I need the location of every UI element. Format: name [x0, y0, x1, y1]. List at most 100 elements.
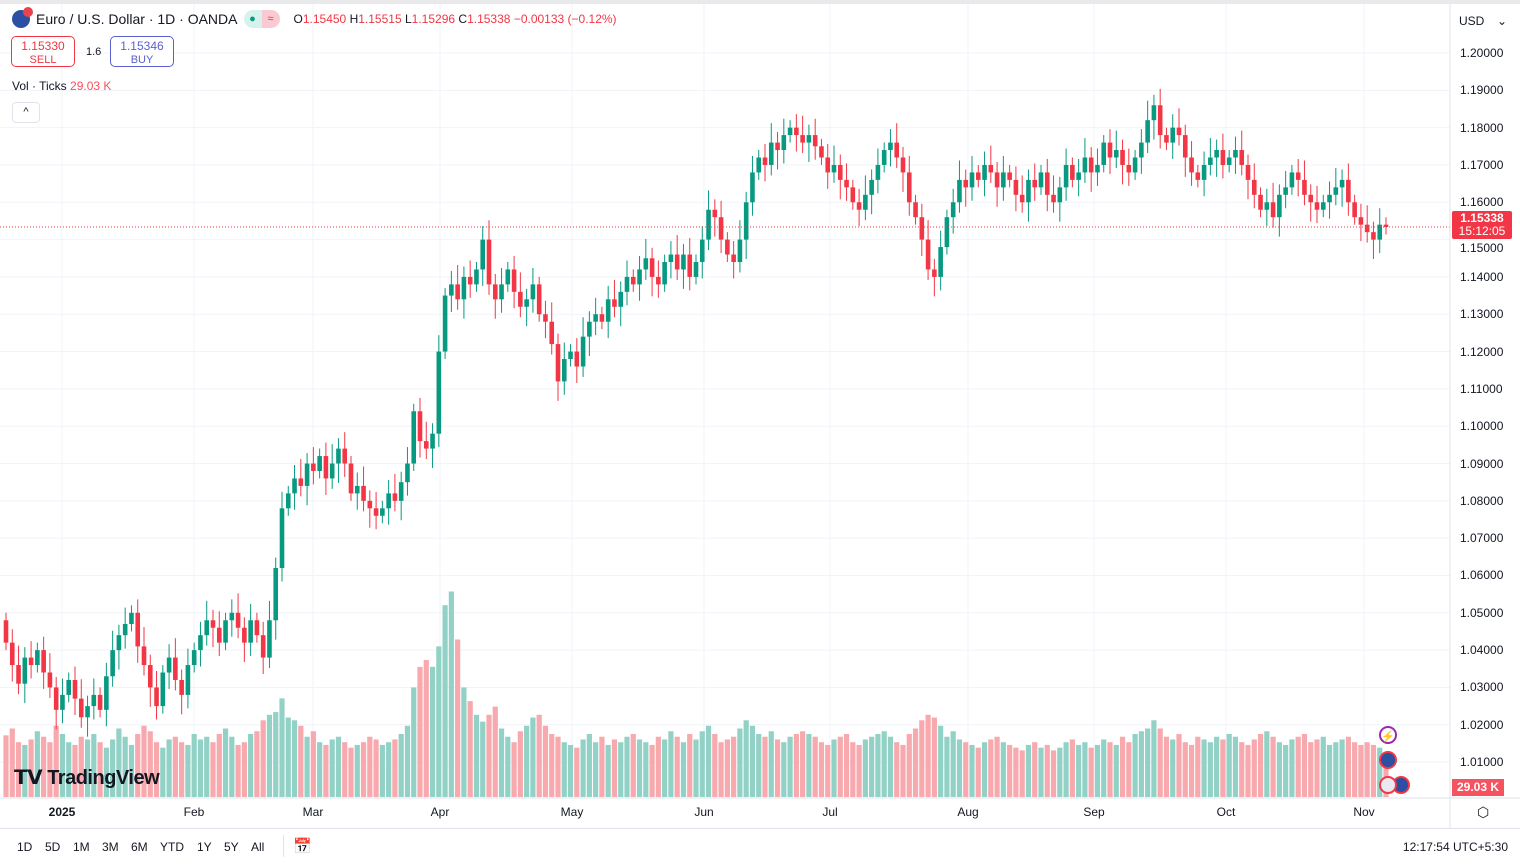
volume-bar: [574, 747, 580, 797]
range-6m[interactable]: 6M: [131, 840, 148, 854]
volume-bar: [1264, 731, 1270, 797]
candle-body: [1208, 157, 1213, 165]
clock[interactable]: 12:17:54 UTC+5:30: [1402, 840, 1508, 854]
y-tick-label: 1.07000: [1460, 531, 1504, 546]
range-1y[interactable]: 1Y: [197, 840, 212, 854]
candle-body: [1057, 187, 1063, 203]
candle-body: [173, 657, 178, 680]
volume-bar: [1283, 744, 1289, 797]
candle-body: [1314, 202, 1320, 210]
flash-event-icon[interactable]: ⚡: [1379, 726, 1397, 744]
candle-body: [336, 448, 341, 464]
range-5y[interactable]: 5Y: [224, 840, 239, 854]
volume-bar: [1126, 742, 1132, 797]
volume-bar: [279, 698, 285, 797]
volume-bar: [1295, 736, 1301, 797]
volume-bar: [944, 736, 950, 797]
candle-body: [411, 411, 417, 464]
range-all[interactable]: All: [251, 840, 265, 854]
x-tick-label: May: [560, 805, 584, 819]
y-tick-label: 1.18000: [1460, 120, 1504, 135]
volume-bar: [266, 714, 273, 797]
candle-body: [348, 463, 354, 494]
volume-bar: [800, 731, 806, 797]
candle-body: [1164, 135, 1169, 143]
eur-event-icon[interactable]: [1379, 751, 1397, 769]
volume-bar: [1038, 747, 1044, 797]
candle-body: [737, 239, 743, 262]
volume-bar: [1157, 728, 1163, 797]
candle-body: [91, 694, 97, 707]
candle-body: [1333, 187, 1339, 195]
approx-icon: ≈: [261, 10, 280, 28]
volume-bar: [806, 733, 812, 797]
range-3m[interactable]: 3M: [102, 840, 119, 854]
volume-bar: [323, 744, 329, 797]
volume-bar: [429, 666, 436, 797]
volume-bar: [731, 736, 737, 797]
candle-body: [449, 284, 454, 296]
volume-bar: [285, 717, 291, 797]
candle-body: [442, 295, 448, 352]
volume-bar: [649, 744, 655, 797]
tradingview-logo[interactable]: 𝗧𝗩 TradingView: [14, 767, 160, 789]
volume-bar: [787, 736, 793, 797]
volume-bar: [254, 731, 260, 797]
volume-bar: [392, 739, 398, 797]
settings-icon[interactable]: ⬡: [1477, 804, 1490, 820]
volume-bar: [404, 725, 411, 797]
symbol-title[interactable]: Euro / U.S. Dollar · 1D · OANDA: [36, 11, 238, 27]
market-status-pill[interactable]: ● ≈: [243, 10, 280, 28]
sell-button[interactable]: 1.15330 SELL: [11, 36, 75, 67]
volume-bar: [448, 591, 454, 797]
volume-bar: [1308, 742, 1314, 797]
volume-bar: [919, 720, 925, 797]
candle-body: [1295, 172, 1301, 180]
volume-bar: [1232, 736, 1239, 797]
date-range-calendar-icon[interactable]: 📅: [293, 838, 312, 855]
volume-bar: [1195, 736, 1201, 797]
range-1m[interactable]: 1M: [73, 840, 90, 854]
candle-body: [932, 269, 937, 277]
range-1d[interactable]: 1D: [17, 840, 33, 854]
candle-body: [430, 433, 435, 449]
candle-body: [524, 299, 529, 307]
currency-select[interactable]: USD ⌄: [1459, 14, 1507, 28]
volume-bar: [1370, 744, 1377, 797]
volume-bar: [542, 725, 549, 797]
candle-body: [1076, 172, 1081, 180]
candle-body: [1082, 157, 1088, 173]
volume-bar: [524, 725, 530, 797]
candle-body: [254, 620, 260, 636]
volume-bars: [3, 591, 1389, 797]
candle-body: [185, 665, 191, 695]
x-tick-label: Jun: [694, 805, 714, 819]
candle-body: [1383, 224, 1389, 227]
volume-legend: Vol · Ticks 29.03 K: [12, 79, 112, 93]
y-tick-label: 1.08000: [1460, 493, 1504, 508]
y-tick-label: 1.12000: [1460, 344, 1504, 359]
volume-bar: [78, 736, 84, 797]
volume-bar: [1220, 739, 1226, 797]
candle-body: [260, 635, 266, 658]
candle-body: [298, 478, 304, 486]
high-value: 1.15515: [358, 12, 402, 26]
range-ytd[interactable]: YTD: [160, 840, 184, 854]
volume-bar: [1132, 733, 1138, 797]
candle-body: [41, 650, 46, 673]
volume-bar: [1107, 742, 1113, 797]
candle-body: [392, 493, 398, 501]
buy-button[interactable]: 1.15346 BUY: [110, 36, 174, 67]
usd-event-icon[interactable]: [1379, 776, 1397, 794]
range-5d[interactable]: 5D: [45, 840, 61, 854]
candle-body: [9, 642, 15, 666]
candle-body: [1026, 179, 1031, 203]
volume-bar: [373, 739, 379, 797]
x-tick-label: 2025: [48, 805, 76, 819]
candle-body: [1289, 172, 1295, 188]
volume-bar: [549, 733, 555, 797]
volume-bar: [423, 660, 429, 797]
collapse-legend-button[interactable]: ^: [12, 102, 40, 123]
candle-body: [1339, 179, 1345, 188]
